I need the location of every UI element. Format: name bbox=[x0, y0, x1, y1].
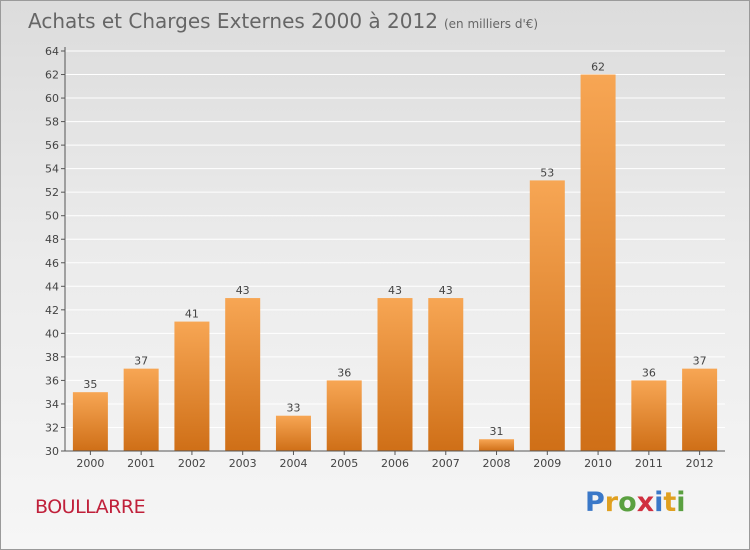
y-tick-label: 30 bbox=[45, 445, 59, 458]
bar-value-label: 43 bbox=[439, 284, 453, 297]
y-tick-label: 60 bbox=[45, 92, 59, 105]
x-axis: 2000 2001 2002 2003 2004 2005 2006 2007 2008 2009… bbox=[65, 450, 725, 470]
logo-letter: t bbox=[663, 487, 677, 518]
bar bbox=[631, 380, 667, 451]
logo-letter: i bbox=[676, 487, 686, 518]
y-tick-label: 44 bbox=[45, 280, 59, 293]
bar-value-label: 43 bbox=[388, 284, 402, 297]
bar bbox=[479, 439, 515, 451]
x-tick-label: 2011 bbox=[635, 457, 663, 470]
y-tick-label: 34 bbox=[45, 398, 59, 411]
y-tick-label: 32 bbox=[45, 421, 59, 434]
x-tick-label: 2009 bbox=[533, 457, 561, 470]
bar bbox=[225, 298, 261, 451]
y-axis: 30 32 34 36 38 40 42 44 46 48 50 52 54 56 58 60 62 64 bbox=[45, 45, 66, 458]
y-tick-label: 38 bbox=[45, 351, 59, 364]
logo-letter: i bbox=[654, 487, 664, 518]
x-tick-label: 2000 bbox=[76, 457, 104, 470]
x-tick-label: 2008 bbox=[483, 457, 511, 470]
bar bbox=[682, 368, 718, 451]
bar-value-label: 62 bbox=[591, 61, 605, 74]
bar bbox=[326, 380, 362, 451]
y-tick-label: 42 bbox=[45, 304, 59, 317]
bar bbox=[72, 392, 108, 451]
logo-letter: o bbox=[618, 487, 637, 518]
y-tick-label: 36 bbox=[45, 374, 59, 387]
bar-value-label: 31 bbox=[490, 425, 504, 438]
bar-value-label: 53 bbox=[540, 166, 554, 179]
bar-value-label: 36 bbox=[642, 366, 656, 379]
x-tick-label: 2010 bbox=[584, 457, 612, 470]
bar bbox=[275, 415, 311, 451]
bar bbox=[529, 180, 565, 452]
bar-value-label: 36 bbox=[337, 366, 351, 379]
y-tick-label: 58 bbox=[45, 116, 59, 129]
y-tick-label: 50 bbox=[45, 210, 59, 223]
logo-letter: r bbox=[604, 487, 619, 518]
chart-title: Achats et Charges Externes 2000 à 2012 (e… bbox=[28, 9, 538, 33]
x-tick-label: 2001 bbox=[127, 457, 155, 470]
x-tick-label: 2003 bbox=[229, 457, 257, 470]
y-tick-label: 48 bbox=[45, 233, 59, 246]
x-tick-label: 2002 bbox=[178, 457, 206, 470]
y-tick-label: 64 bbox=[45, 45, 59, 58]
x-tick-label: 2006 bbox=[381, 457, 409, 470]
y-tick-label: 54 bbox=[45, 163, 59, 176]
x-tick-label: 2012 bbox=[686, 457, 714, 470]
bar-value-label: 35 bbox=[83, 378, 97, 391]
bar bbox=[377, 298, 413, 451]
x-tick-label: 2004 bbox=[279, 457, 307, 470]
y-tick-label: 56 bbox=[45, 139, 59, 152]
y-tick-label: 52 bbox=[45, 186, 59, 199]
bar bbox=[580, 74, 616, 451]
logo-letter: x bbox=[636, 487, 655, 518]
logo-letter: P bbox=[585, 487, 605, 518]
y-tick-label: 46 bbox=[45, 257, 59, 270]
place-name: BOULLARRE bbox=[35, 496, 146, 518]
x-tick-label: 2005 bbox=[330, 457, 358, 470]
chart-title-text: Achats et Charges Externes 2000 à 2012 bbox=[28, 9, 438, 33]
bar-value-label: 37 bbox=[693, 355, 707, 368]
bar-value-label: 43 bbox=[236, 284, 250, 297]
bar bbox=[123, 368, 159, 451]
bar bbox=[174, 321, 210, 451]
y-tick-label: 40 bbox=[45, 327, 59, 340]
bar bbox=[428, 298, 464, 451]
y-tick-label: 62 bbox=[45, 69, 59, 82]
bar-value-label: 33 bbox=[286, 402, 300, 415]
x-tick-label: 2007 bbox=[432, 457, 460, 470]
bar-value-label: 37 bbox=[134, 355, 148, 368]
bar-value-label: 41 bbox=[185, 308, 199, 321]
bars: 35 37 41 43 33 36 43 43 31 53 62 36 37 bbox=[72, 61, 718, 452]
proxiti-logo[interactable]: Proxiti bbox=[585, 487, 686, 518]
chart-subtitle: (en milliers d'€) bbox=[443, 17, 539, 31]
